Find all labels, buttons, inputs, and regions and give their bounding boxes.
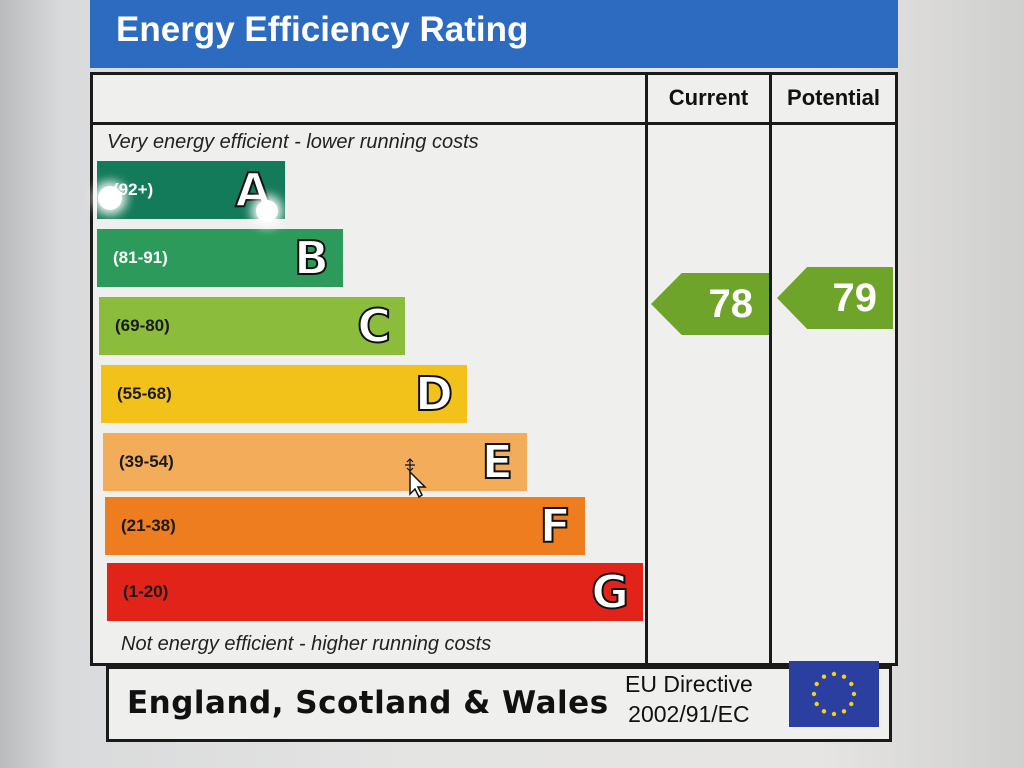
directive-line2: 2002/91/EC [628, 701, 750, 727]
column-header-potential: Potential [787, 85, 880, 110]
band-range: (92+) [113, 180, 154, 199]
screen-glare [256, 200, 278, 222]
bottom-note: Not energy efficient - higher running co… [121, 633, 492, 655]
band-letter: F [539, 498, 572, 554]
eu-star-icon [849, 701, 854, 707]
band-range: (21-38) [121, 516, 176, 535]
band-g: (1-20) G [107, 563, 643, 621]
eu-directive: EU Directive 2002/91/EC [625, 669, 753, 729]
band-letter: G [590, 564, 630, 620]
band-range: (39-54) [119, 452, 174, 471]
page-title: Energy Efficiency Rating [90, 0, 898, 68]
band-range: (1-20) [123, 582, 169, 601]
band-letter: E [481, 434, 514, 490]
current-rating-value: 78 [708, 281, 754, 326]
eu-star-icon [831, 711, 837, 717]
eu-star-icon [814, 681, 819, 687]
move-cursor-icon [405, 458, 427, 498]
band-d: (55-68) D [101, 365, 467, 423]
band-c: (69-80) C [99, 297, 405, 355]
current-rating-arrow: 78 [651, 273, 769, 335]
rating-chart: Current Potential Very energy efficient … [90, 72, 898, 666]
eu-star-icon [851, 691, 857, 697]
directive-line1: EU Directive [625, 671, 753, 697]
top-note: Very energy efficient - lower running co… [107, 131, 479, 153]
footer: England, Scotland & Wales EU Directive 2… [106, 661, 892, 742]
footer-region: England, Scotland & Wales [127, 685, 609, 721]
eu-flag-icon [789, 661, 879, 727]
eu-star-icon [821, 674, 827, 679]
potential-rating-arrow: 79 [777, 267, 893, 329]
eu-star-icon [841, 674, 847, 679]
band-letter: D [414, 366, 454, 422]
divider-current [645, 75, 648, 663]
band-range: (81-91) [113, 248, 168, 267]
band-range: (55-68) [117, 384, 172, 403]
band-range: (69-80) [115, 316, 170, 335]
band-e: (39-54) E [103, 433, 527, 491]
band-f: (21-38) F [105, 497, 585, 555]
potential-rating-value: 79 [832, 275, 878, 320]
eu-star-icon [841, 709, 847, 714]
band-letter: B [293, 230, 330, 286]
column-header-current: Current [668, 85, 749, 110]
eu-star-icon [821, 709, 827, 714]
band-b: (81-91) B [97, 229, 343, 287]
eu-flag-stars [811, 671, 857, 717]
eu-star-icon [814, 701, 819, 707]
band-letter: C [356, 298, 392, 354]
eu-star-icon [849, 681, 854, 687]
band-a: (92+) A [97, 161, 285, 219]
eu-star-icon [831, 671, 837, 677]
screen-glare [98, 186, 122, 210]
divider-potential [769, 75, 772, 663]
header-divider [93, 122, 895, 125]
eu-star-icon [811, 691, 817, 697]
